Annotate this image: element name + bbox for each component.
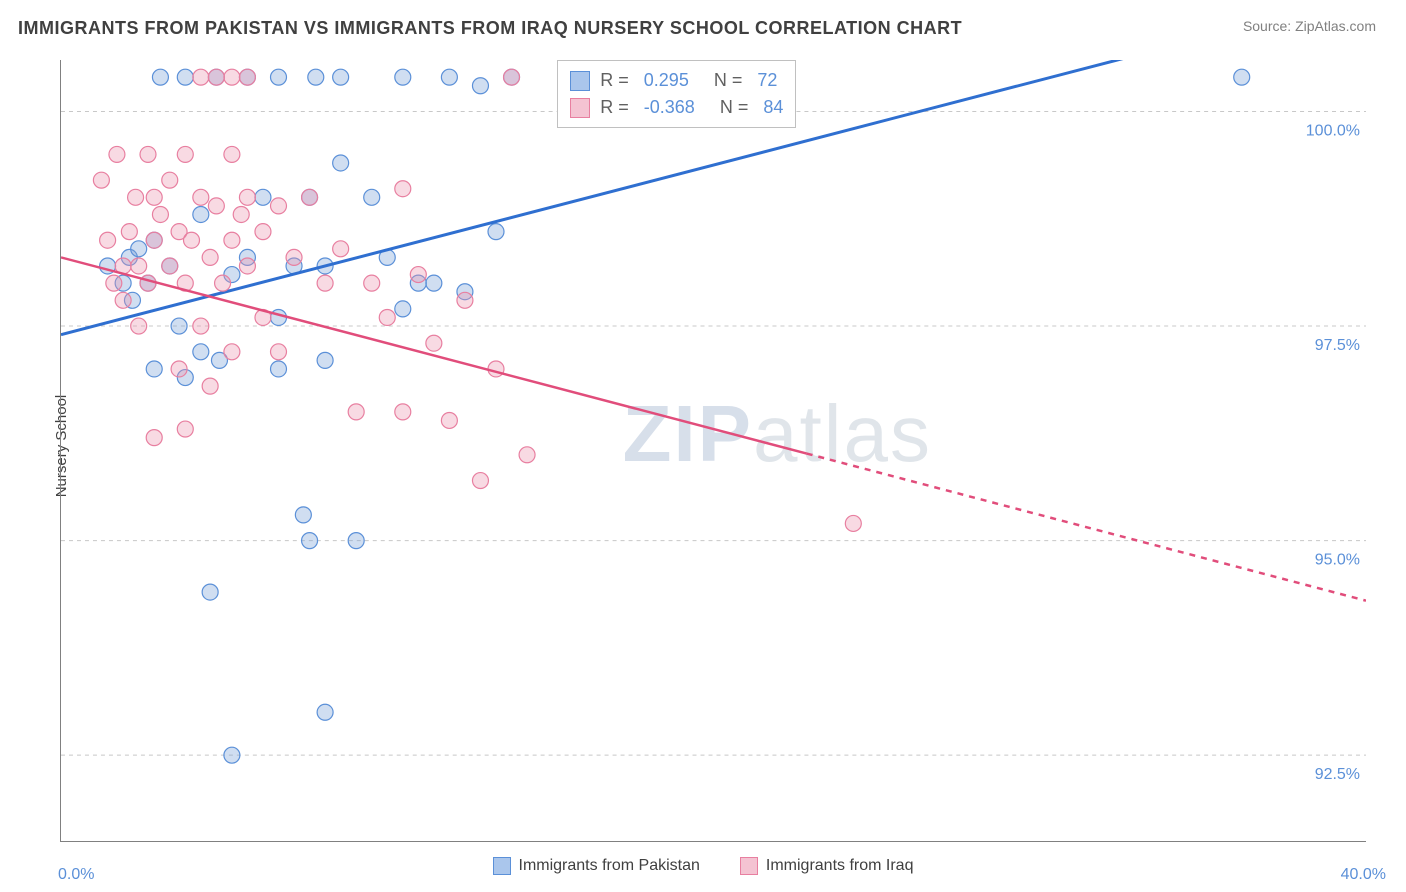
correlation-legend-row: R = -0.368 N = 84 xyxy=(570,94,783,121)
n-value: 72 xyxy=(757,67,777,94)
header: IMMIGRANTS FROM PAKISTAN VS IMMIGRANTS F… xyxy=(18,18,1376,39)
correlation-legend-row: R = 0.295 N = 72 xyxy=(570,67,783,94)
legend-swatch xyxy=(570,98,590,118)
chart-plot-area: 92.5%95.0%97.5%100.0% ZIPatlas R = 0.295… xyxy=(60,60,1366,842)
series-legend: Immigrants from Pakistan Immigrants from… xyxy=(0,848,1406,884)
n-label: N = xyxy=(705,94,754,121)
chart-title: IMMIGRANTS FROM PAKISTAN VS IMMIGRANTS F… xyxy=(18,18,962,39)
n-value: 84 xyxy=(763,94,783,121)
source-label: Source: ZipAtlas.com xyxy=(1243,18,1376,34)
legend-swatch xyxy=(570,71,590,91)
legend-item-iraq: Immigrants from Iraq xyxy=(740,857,914,875)
legend-label-pakistan: Immigrants from Pakistan xyxy=(519,857,700,875)
legend-item-pakistan: Immigrants from Pakistan xyxy=(493,857,700,875)
correlation-legend: R = 0.295 N = 72R = -0.368 N = 84 xyxy=(557,60,796,128)
data-layer xyxy=(61,60,1366,841)
legend-swatch-iraq xyxy=(740,857,758,875)
legend-swatch-pakistan xyxy=(493,857,511,875)
n-label: N = xyxy=(699,67,748,94)
legend-label-iraq: Immigrants from Iraq xyxy=(766,857,914,875)
r-value: 0.295 xyxy=(644,67,689,94)
r-label: R = xyxy=(600,67,634,94)
source-prefix: Source: xyxy=(1243,18,1295,34)
r-value: -0.368 xyxy=(644,94,695,121)
source-name: ZipAtlas.com xyxy=(1295,18,1376,34)
r-label: R = xyxy=(600,94,634,121)
